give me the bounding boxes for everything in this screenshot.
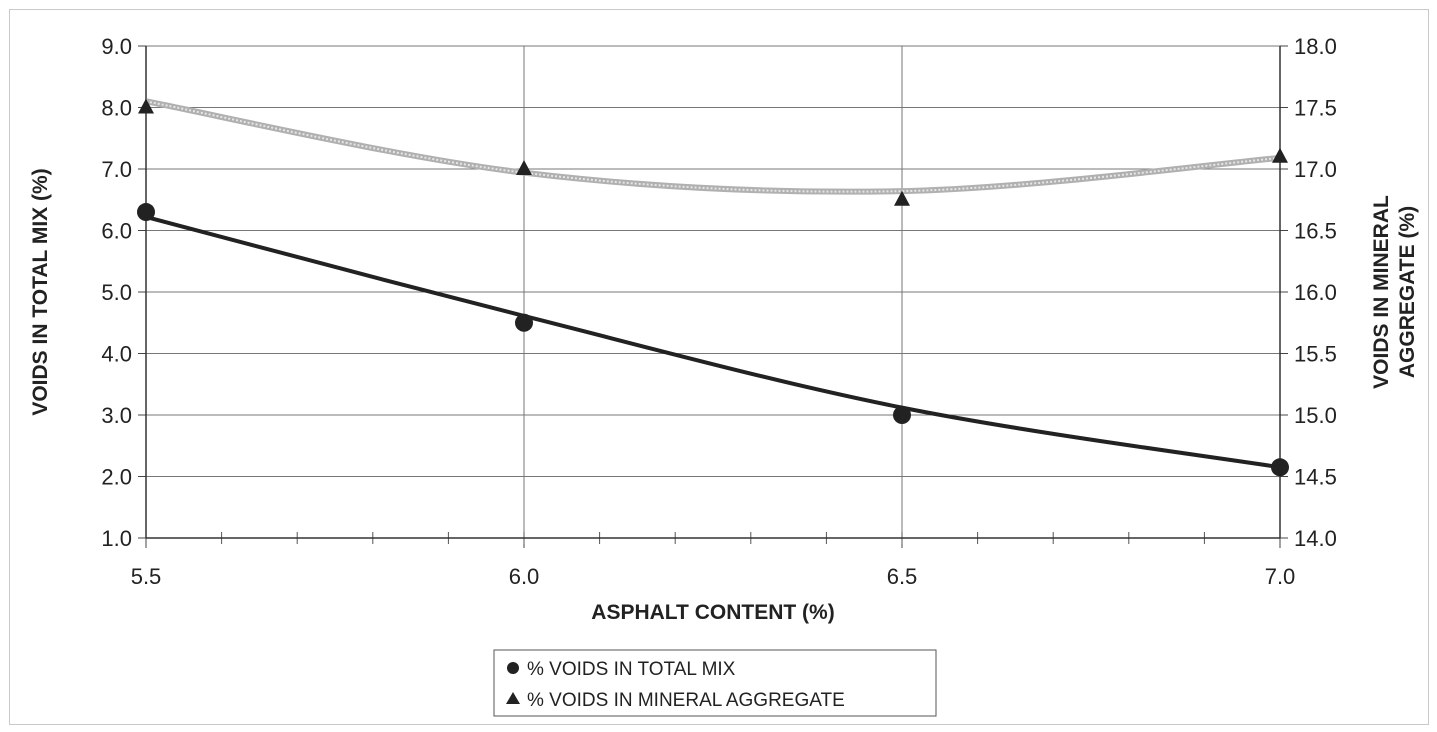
- x-tick-label: 7.0: [1265, 564, 1296, 589]
- data-point-mineral-aggregate: [1272, 147, 1288, 163]
- data-point-mineral-aggregate: [894, 190, 910, 206]
- y-tick-label: 1.0: [101, 526, 132, 551]
- axes: [138, 45, 1288, 548]
- trendline-mineral-aggregate-texture: [145, 100, 1281, 193]
- x-tick-label: 6.0: [509, 564, 540, 589]
- y-tick-label: 6.0: [101, 219, 132, 244]
- y-tick-label: 2.0: [101, 465, 132, 490]
- legend-triangle-marker: [506, 692, 520, 704]
- x-tick-label: 6.5: [887, 564, 918, 589]
- data-point-mineral-aggregate: [138, 98, 154, 114]
- y2-tick-label: 18.0: [1294, 34, 1337, 59]
- y-tick-label: 8.0: [101, 96, 132, 121]
- y-axis-title: VOIDS IN TOTAL MIX (%): [29, 168, 52, 415]
- data-point-total-mix: [137, 203, 155, 222]
- y2-tick-label: 14.5: [1294, 465, 1337, 490]
- y-tick-label: 9.0: [101, 34, 132, 59]
- y-tick-label: 7.0: [101, 157, 132, 182]
- data-point-total-mix: [515, 313, 533, 332]
- y2-axis-title-line1: VOIDS IN MINERAL: [1370, 195, 1393, 389]
- chart-frame: 1.0 14.0 2.0 14.5 3.0 15.0 4.0 15.5 5.0 16.0 6.0 16…: [9, 9, 1429, 725]
- x-tick-label: 5.5: [131, 564, 162, 589]
- y2-axis-title-line2: AGGREGATE (%): [1396, 206, 1419, 378]
- legend: % VOIDS IN TOTAL MIX % VOIDS IN MINERAL …: [493, 649, 937, 717]
- legend-circle-marker: [507, 662, 519, 674]
- y2-tick-label: 14.0: [1294, 526, 1337, 551]
- trendlines: [145, 98, 1281, 470]
- y2-tick-label: 17.5: [1294, 96, 1337, 121]
- legend-label-total-mix: % VOIDS IN TOTAL MIX: [527, 659, 736, 680]
- legend-box: [493, 649, 937, 717]
- trendline-total-mix: [145, 215, 1281, 470]
- y2-tick-label: 17.0: [1294, 157, 1337, 182]
- y-tick-label: 4.0: [101, 342, 132, 367]
- data-markers: [137, 98, 1289, 477]
- y2-tick-label: 16.5: [1294, 219, 1337, 244]
- x-axis-title: ASPHALT CONTENT (%): [591, 601, 834, 624]
- y-tick-label: 3.0: [101, 403, 132, 428]
- tick-labels: 1.0 14.0 2.0 14.5 3.0 15.0 4.0 15.5 5.0 16.0 6.0 16…: [101, 34, 1336, 589]
- y2-tick-label: 15.5: [1294, 342, 1337, 367]
- y-tick-label: 5.0: [101, 280, 132, 305]
- y2-tick-label: 15.0: [1294, 403, 1337, 428]
- y2-tick-label: 16.0: [1294, 280, 1337, 305]
- data-point-total-mix: [1271, 458, 1289, 477]
- legend-label-mineral-aggregate: % VOIDS IN MINERAL AGGREGATE: [527, 690, 845, 711]
- data-point-mineral-aggregate: [516, 160, 532, 175]
- line-chart: 1.0 14.0 2.0 14.5 3.0 15.0 4.0 15.5 5.0 16.0 6.0 16…: [29, 34, 1419, 717]
- data-point-total-mix: [893, 406, 911, 424]
